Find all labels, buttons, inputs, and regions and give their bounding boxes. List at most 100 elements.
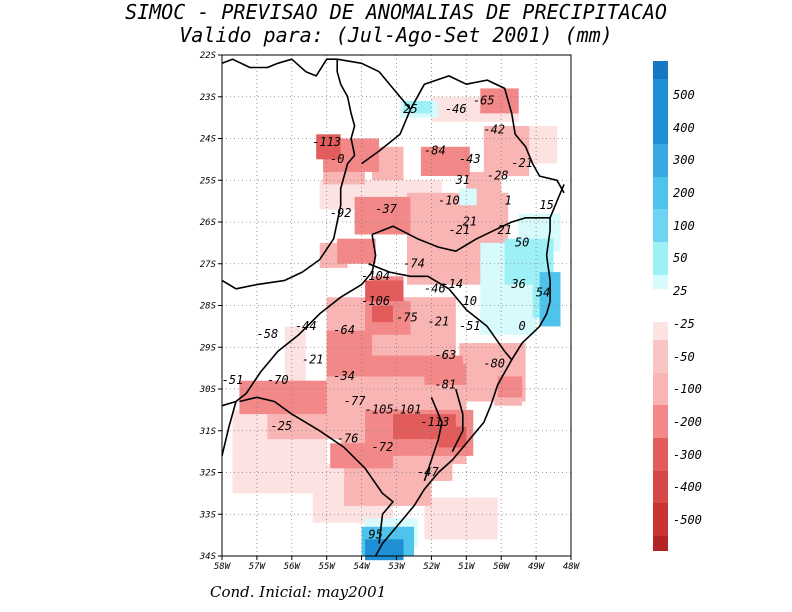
- station-value-label: -37: [375, 202, 397, 216]
- station-value-label: -51: [222, 373, 244, 387]
- x-tick-label: 52W: [423, 562, 441, 572]
- shade-pos-weak-2: [459, 188, 477, 206]
- colorbar-swatch-positive-5: [653, 242, 668, 275]
- shade-neg-mid-7: [326, 330, 373, 377]
- boundary-line-5: [221, 234, 377, 407]
- boundary-line-11: [221, 401, 237, 456]
- shade-neg-mid-11: [497, 376, 523, 398]
- station-value-label: -46: [445, 102, 467, 116]
- colorbar-label: 500: [673, 88, 695, 102]
- station-value-label: -43: [459, 152, 481, 166]
- x-tick-label: 58W: [214, 562, 232, 572]
- colorbar-swatch-negative-1: [653, 340, 668, 373]
- station-value-label: -105: [365, 402, 394, 416]
- station-value-label: 50: [515, 235, 529, 249]
- station-value-label: -28: [487, 169, 509, 183]
- station-value-label: -84: [424, 144, 446, 158]
- boundary-line-0: [221, 58, 338, 77]
- colorbar-label: 25: [673, 284, 687, 298]
- station-value-label: -34: [333, 369, 355, 383]
- station-value-label: -75: [396, 311, 418, 325]
- station-value-label: -14: [441, 277, 463, 291]
- y-tick-label: 25S: [200, 176, 217, 186]
- station-value-label: -70: [267, 373, 289, 387]
- station-value-label: -76: [337, 432, 359, 446]
- station-value-label: -42: [483, 123, 505, 137]
- station-value-label: -21: [511, 156, 533, 170]
- y-tick-label: 27S: [200, 260, 217, 270]
- y-tick-label: 33S: [199, 510, 217, 520]
- x-tick-label: 57W: [249, 562, 267, 572]
- station-value-label: 25: [403, 102, 417, 116]
- station-value-label: -0: [330, 152, 344, 166]
- station-value-label: -81: [435, 377, 457, 391]
- shade-neg-weak-6: [424, 497, 498, 540]
- station-value-label: -113: [420, 415, 449, 429]
- boundary-line-7: [368, 263, 513, 361]
- colorbar-swatch-negative-2: [653, 373, 668, 405]
- boundary-line-10: [451, 388, 464, 452]
- colorbar-swatch-negative-3: [653, 405, 668, 438]
- colorbar-label: -100: [673, 382, 702, 396]
- colorbar-label: 200: [673, 186, 695, 200]
- shade-neg-mid-2: [420, 146, 470, 176]
- colorbar-label: -400: [673, 480, 702, 494]
- colorbar-swatch-positive-1: [653, 79, 668, 144]
- boundary-line-1: [221, 59, 356, 290]
- colorbar-swatch-positive-4: [653, 209, 668, 242]
- boundary-line-2: [337, 58, 565, 194]
- station-value-label: -46: [424, 281, 446, 295]
- station-value-label: 31: [455, 173, 470, 187]
- colorbar-swatch-negative-0: [653, 322, 668, 340]
- y-tick-label: 32S: [199, 469, 217, 479]
- station-value-label: 54: [536, 286, 550, 300]
- colorbar-swatch-positive-0: [653, 61, 668, 79]
- title-line-1: SIMOC - PREVISAO DE ANOMALIAS DE PRECIPI…: [125, 0, 667, 24]
- shade-neg-strong-1: [365, 280, 404, 302]
- colorbar-label: 50: [673, 251, 687, 265]
- y-tick-label: 28S: [200, 302, 217, 312]
- station-value-label: -64: [333, 323, 355, 337]
- boundary-line-3: [374, 184, 565, 557]
- y-tick-label: 26S: [200, 218, 217, 228]
- shade-neg-light-4: [483, 126, 530, 177]
- y-tick-label: 34S: [199, 552, 217, 562]
- station-value-label: -58: [257, 327, 279, 341]
- shade-neg-mid-4: [337, 238, 376, 264]
- y-tick-label: 22S: [200, 51, 217, 61]
- station-value-label: 10: [463, 294, 477, 308]
- boundary-line-4: [361, 108, 412, 165]
- station-value-label: 36: [510, 277, 525, 291]
- boundary-line-9: [423, 396, 443, 482]
- colorbar-swatch-negative-5: [653, 471, 668, 503]
- station-value-label: 21: [463, 215, 477, 229]
- shade-neg-mid-3: [354, 196, 411, 235]
- x-tick-label: 48W: [563, 562, 581, 572]
- station-value-label: -21: [448, 223, 470, 237]
- latitude-axis: 22S 23S 24S 25S 26S 27S 28S 29S 30S 31S 32S 33S 34S: [199, 51, 222, 562]
- colorbar-label: 100: [673, 219, 695, 233]
- station-value-label: -77: [344, 394, 366, 408]
- colorbar-swatch-negative-6: [653, 503, 668, 536]
- y-tick-label: 29S: [200, 343, 217, 353]
- station-value-label: -21: [302, 352, 324, 366]
- title-line-2: Valido para: (Jul-Ago-Set 2001) (mm): [179, 23, 612, 47]
- station-value-label: -65: [473, 93, 495, 107]
- station-value-label: 21: [497, 223, 511, 237]
- colorbar-label: -200: [673, 415, 702, 429]
- station-value-label: -44: [295, 319, 317, 333]
- boundary-line-8: [239, 396, 394, 544]
- station-value-label: -106: [361, 294, 390, 308]
- x-tick-label: 55W: [319, 562, 337, 572]
- colorbar-label: -300: [673, 448, 702, 462]
- colorbar-swatch-positive-2: [653, 144, 668, 177]
- x-tick-label: 56W: [284, 562, 302, 572]
- y-tick-label: 30S: [199, 385, 217, 395]
- colorbar-label: -50: [673, 350, 695, 364]
- colorbar-swatch-negative-4: [653, 438, 668, 471]
- x-tick-label: 54W: [353, 562, 371, 572]
- station-value-label: -10: [438, 194, 460, 208]
